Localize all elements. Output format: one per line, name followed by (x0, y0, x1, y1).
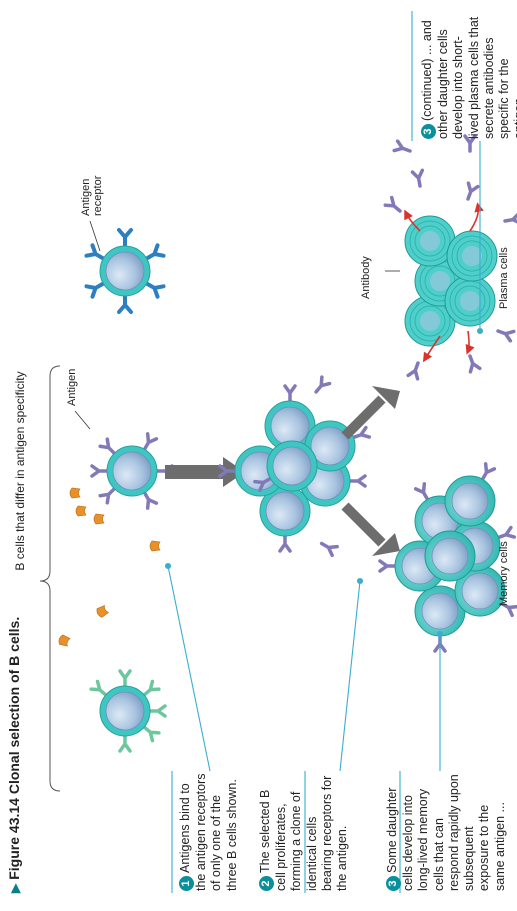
step-3b: 3(continued) ... and other daughter cell… (420, 11, 517, 139)
label-b-cells-differ: B cells that differ in antigen specifici… (13, 371, 27, 571)
label-plasma-cells: Plasma cells (498, 247, 510, 309)
secretion-arrows (404, 202, 484, 363)
step-3b-text: (continued) ... and other daughter cells… (420, 16, 517, 139)
specificity-bracket (39, 365, 61, 792)
callout-lines (164, 141, 484, 772)
memory-cell-cluster (378, 462, 517, 653)
step-3a: 3Some daughter cells develop into long-l… (385, 773, 508, 891)
step-2-badge: 2 (259, 876, 274, 891)
step-brackets (171, 11, 413, 893)
step-1: 1Antigens bind to the antigen receptors … (178, 773, 240, 891)
plasma-arrow (341, 386, 400, 440)
label-leaders (74, 220, 400, 430)
step-2-text: The selected B cell proliferates, formin… (258, 775, 349, 891)
step-2: 2The selected B cell proliferates, formi… (258, 773, 350, 891)
free-antigens (57, 604, 110, 648)
label-antibody: Antibody (360, 256, 372, 299)
step-3b-badge: 3 (421, 124, 436, 139)
clone-cluster (218, 375, 372, 558)
b-cell-green (89, 669, 167, 753)
label-antigen-receptor: Antigen receptor (80, 175, 105, 216)
memory-arrow (341, 502, 400, 556)
b-cell-blue (84, 228, 166, 314)
step-3a-text: Some daughter cells develop into long-li… (385, 774, 507, 891)
label-memory-cells: Memory cells (498, 541, 510, 606)
step-1-text: Antigens bind to the antigen receptors o… (178, 773, 239, 891)
b-cell-selected (90, 432, 174, 510)
step-3a-badge: 3 (386, 876, 401, 891)
plasma-cell-cluster (404, 215, 498, 347)
label-antigen: Antigen (66, 368, 78, 406)
step-1-badge: 1 (179, 876, 194, 891)
